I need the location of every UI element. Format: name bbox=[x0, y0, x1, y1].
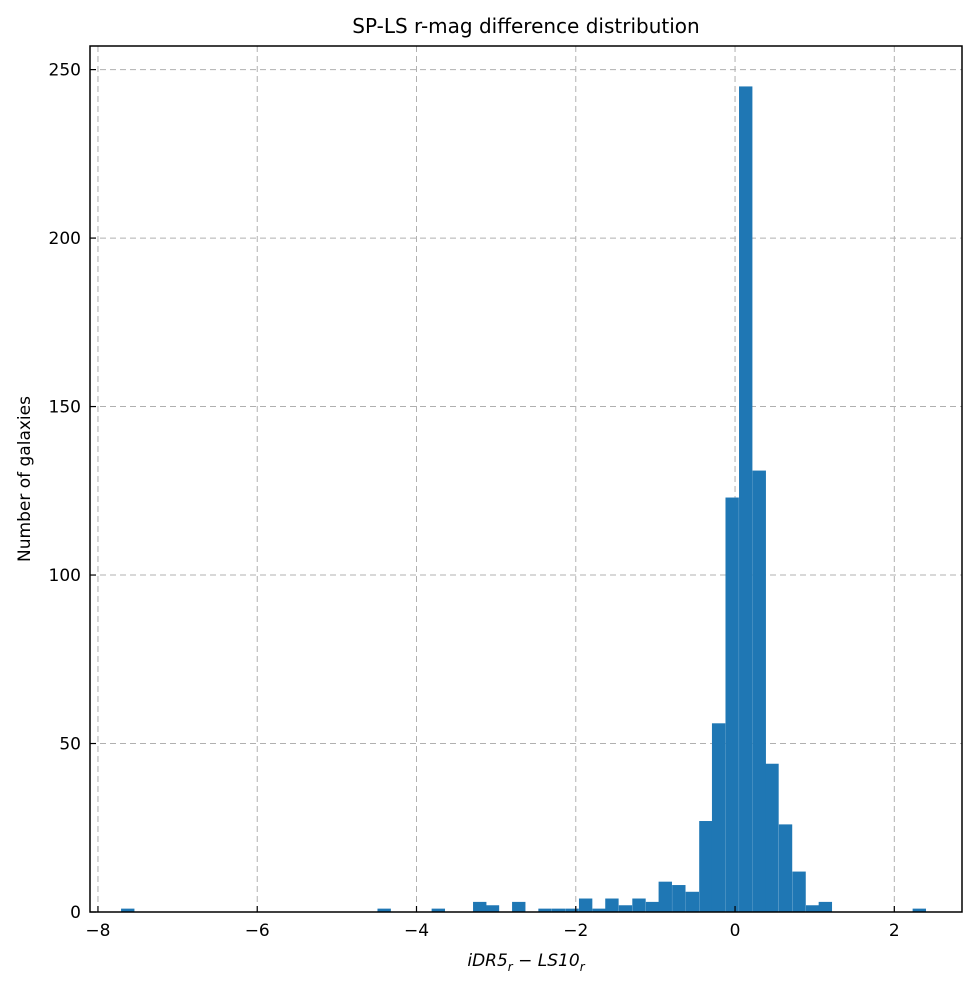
histogram-bar bbox=[805, 905, 820, 912]
y-tick-label: 200 bbox=[49, 229, 81, 249]
histogram-bar bbox=[778, 824, 793, 912]
y-tick-label: 250 bbox=[49, 61, 81, 81]
x-tick-label: 2 bbox=[889, 921, 900, 941]
y-tick-label: 50 bbox=[59, 735, 81, 755]
histogram-bar bbox=[592, 908, 606, 912]
histogram-bar bbox=[739, 86, 753, 913]
histogram-bar bbox=[765, 763, 779, 912]
histogram-bar bbox=[699, 821, 713, 912]
histogram-bar bbox=[632, 898, 646, 912]
histogram-bar bbox=[121, 908, 135, 912]
y-axis-label: Number of galaxies bbox=[15, 396, 35, 562]
chart-title: SP-LS r-mag difference distribution bbox=[352, 14, 699, 38]
histogram-bar bbox=[672, 885, 686, 912]
x-tick-label: −6 bbox=[245, 921, 270, 941]
axis-ticks: −8 −6 −4 −2 0 2 0 50 100 150 200 250 bbox=[49, 61, 900, 941]
histogram-bars bbox=[121, 86, 927, 913]
histogram-bar bbox=[578, 898, 593, 912]
x-axis-label-term1: iDR5 bbox=[467, 951, 507, 971]
histogram-bar bbox=[377, 908, 391, 912]
x-tick-label: −2 bbox=[563, 921, 588, 941]
histogram-bar bbox=[551, 908, 566, 912]
x-tick-label: 0 bbox=[730, 921, 741, 941]
histogram-bar bbox=[685, 891, 700, 912]
grid bbox=[90, 46, 962, 913]
x-axis-label: iDR5r − LS10r bbox=[467, 951, 585, 974]
x-axis-label-sub2: r bbox=[580, 960, 586, 974]
x-tick-label: −8 bbox=[85, 921, 110, 941]
x-axis-label-sub1: r bbox=[508, 960, 514, 974]
y-tick-label: 150 bbox=[49, 398, 81, 418]
histogram-bar bbox=[473, 901, 487, 912]
plot-area: −8 −6 −4 −2 0 2 0 50 100 150 200 250 bbox=[49, 45, 963, 941]
histogram-bar bbox=[658, 881, 672, 912]
histogram-bar bbox=[565, 908, 579, 912]
histogram-bar bbox=[645, 901, 660, 912]
histogram-bar bbox=[792, 871, 806, 912]
histogram-bar bbox=[485, 905, 500, 912]
x-axis-label-minus: − bbox=[513, 951, 538, 971]
histogram-bar bbox=[752, 470, 766, 912]
histogram-bar bbox=[512, 901, 526, 912]
y-tick-label: 100 bbox=[49, 566, 81, 586]
histogram-bar bbox=[605, 898, 619, 912]
histogram-bar bbox=[818, 901, 833, 912]
x-axis-label-term2: LS10 bbox=[538, 951, 580, 971]
histogram-bar bbox=[725, 497, 739, 912]
y-tick-label: 0 bbox=[70, 903, 81, 923]
plot-frame bbox=[89, 45, 963, 913]
histogram-bar bbox=[431, 908, 446, 912]
histogram-bar bbox=[538, 908, 552, 912]
x-tick-label: −4 bbox=[404, 921, 429, 941]
histogram-bar bbox=[618, 905, 633, 912]
histogram-bar bbox=[912, 908, 927, 912]
histogram-bar bbox=[711, 723, 726, 912]
